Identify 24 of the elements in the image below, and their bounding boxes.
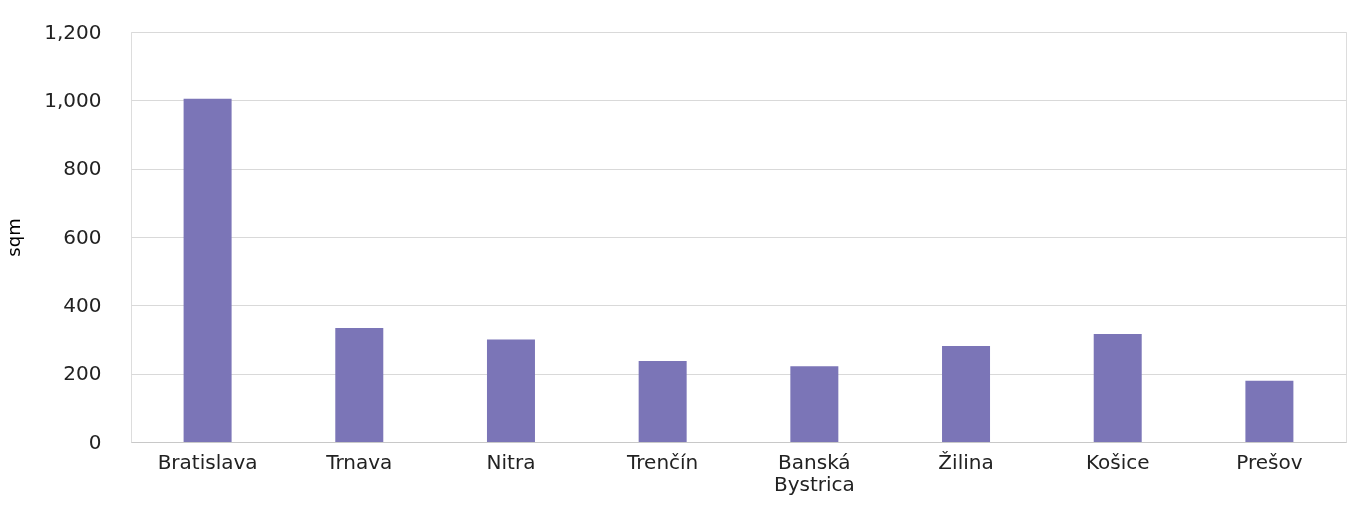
- x-tick-label: Prešov: [1236, 449, 1303, 474]
- y-tick-label: 200: [63, 361, 102, 386]
- x-tick-label: Banská Bystrica: [773, 449, 855, 496]
- bar: [942, 345, 991, 442]
- bar: [1093, 334, 1142, 442]
- x-tick-label: Košice: [1085, 449, 1150, 474]
- y-tick-label: 1,000: [44, 87, 102, 112]
- x-tick-label: Žilina: [938, 449, 994, 474]
- bar: [1245, 380, 1294, 442]
- y-tick-label: 1,200: [44, 19, 102, 44]
- y-tick-label: 400: [63, 292, 102, 317]
- x-tick-label: Trnava: [325, 449, 393, 474]
- bar: [183, 98, 232, 442]
- y-axis-title: sqm: [3, 218, 25, 257]
- x-tick-label: Trenčín: [626, 449, 699, 474]
- bar: [335, 327, 384, 442]
- y-tick-label: 800: [63, 156, 102, 181]
- y-tick-label: 0: [88, 429, 102, 454]
- x-tick-label: Bratislava: [157, 449, 258, 474]
- bar: [790, 366, 839, 442]
- y-tick-label: 600: [63, 224, 102, 249]
- bar: [638, 361, 687, 442]
- x-tick-label: Nitra: [486, 449, 536, 474]
- bar: [486, 339, 535, 442]
